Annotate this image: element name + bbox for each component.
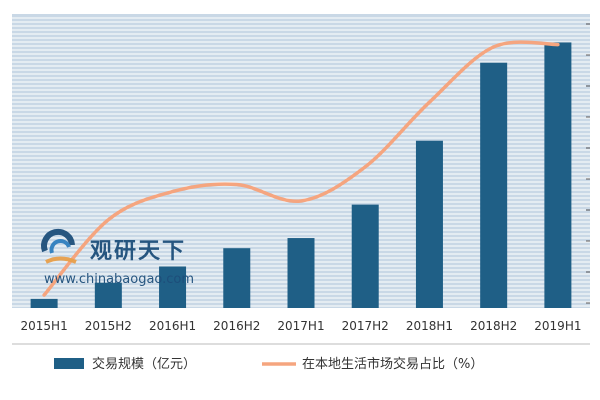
- x-tick-label: 2015H1: [21, 319, 68, 333]
- bar-series: [30, 42, 572, 309]
- watermark-title: 观研天下: [90, 239, 186, 264]
- bar-2015H1: [30, 298, 58, 308]
- bar-2019H1: [544, 42, 572, 309]
- x-tick-label: 2017H2: [342, 319, 389, 333]
- legend-label-line: 在本地生活市场交易占比（%）: [302, 356, 483, 372]
- x-tick-label: 2016H2: [213, 319, 260, 333]
- x-tick-label: 2019H1: [534, 319, 581, 333]
- right-axis-ticks: [586, 23, 590, 304]
- x-tick-label: 2018H1: [406, 319, 453, 333]
- legend: 交易规模（亿元） 在本地生活市场交易占比（%）: [54, 356, 483, 372]
- bar-2017H1: [287, 238, 315, 308]
- x-tick-label: 2016H1: [149, 319, 196, 333]
- x-tick-label: 2018H2: [470, 319, 517, 333]
- bar-2015H2: [94, 282, 122, 308]
- line-series-share: [42, 40, 560, 297]
- bar-2016H2: [223, 248, 251, 308]
- x-tick-label: 2015H2: [85, 319, 132, 333]
- bar-2018H1: [415, 140, 443, 308]
- legend-label-bar: 交易规模（亿元）: [92, 356, 196, 372]
- x-tick-label: 2017H1: [277, 319, 324, 333]
- logo-mark-icon: [41, 228, 77, 264]
- bar-2016H1: [159, 266, 187, 308]
- watermark-logo: 观研天下 www.chinabaogao.com: [41, 228, 194, 287]
- x-axis-labels: 2015H1 2015H2 2016H1 2016H2 2017H1 2017H2 2018…: [21, 319, 582, 333]
- legend-swatch-bar: [54, 358, 84, 369]
- bar-2017H2: [351, 204, 379, 308]
- bar-2018H2: [480, 62, 508, 309]
- watermark-url: www.chinabaogao.com: [44, 272, 194, 287]
